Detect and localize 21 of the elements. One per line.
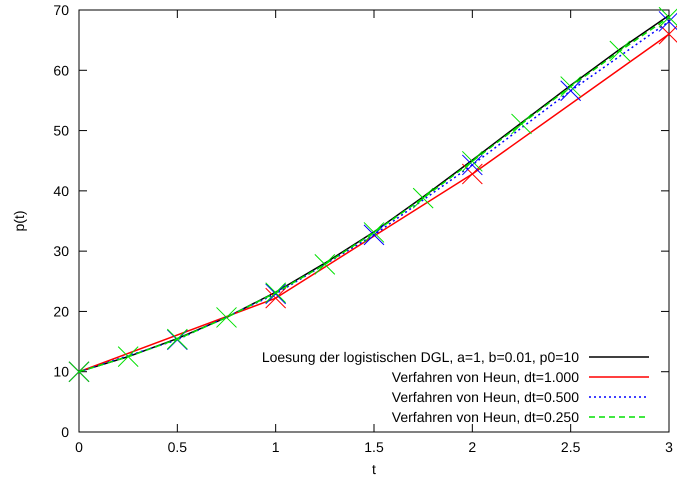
y-tick-label: 30 bbox=[53, 243, 70, 260]
x-tick-label: 2.5 bbox=[560, 439, 581, 455]
y-tick-label: 60 bbox=[53, 62, 70, 78]
y-tick-label: 20 bbox=[53, 303, 70, 320]
x-tick-label: 0 bbox=[75, 439, 84, 455]
y-tick-label: 70 bbox=[53, 2, 70, 18]
x-tick-label: 0.5 bbox=[168, 439, 188, 455]
y-tick-label: 0 bbox=[61, 424, 70, 440]
y-axis-title: p(t) bbox=[11, 210, 27, 232]
legend-label: Loesung der logistischen DGL, a=1, b=0.01, p0=10 bbox=[262, 349, 580, 365]
legend-label: Verfahren von Heun, dt=1.000 bbox=[392, 369, 580, 385]
x-tick-label: 3 bbox=[665, 439, 674, 455]
x-tick-label: 2 bbox=[468, 439, 476, 455]
legend-label: Verfahren von Heun, dt=0.250 bbox=[392, 409, 580, 425]
x-tick-label: 1 bbox=[272, 439, 280, 455]
y-tick-label: 10 bbox=[53, 364, 70, 380]
x-axis-title: t bbox=[372, 461, 376, 477]
y-tick-label: 40 bbox=[53, 182, 70, 199]
legend-label: Verfahren von Heun, dt=0.500 bbox=[392, 389, 580, 405]
x-tick-label: 1.5 bbox=[364, 439, 384, 455]
y-tick-label: 50 bbox=[53, 122, 70, 139]
